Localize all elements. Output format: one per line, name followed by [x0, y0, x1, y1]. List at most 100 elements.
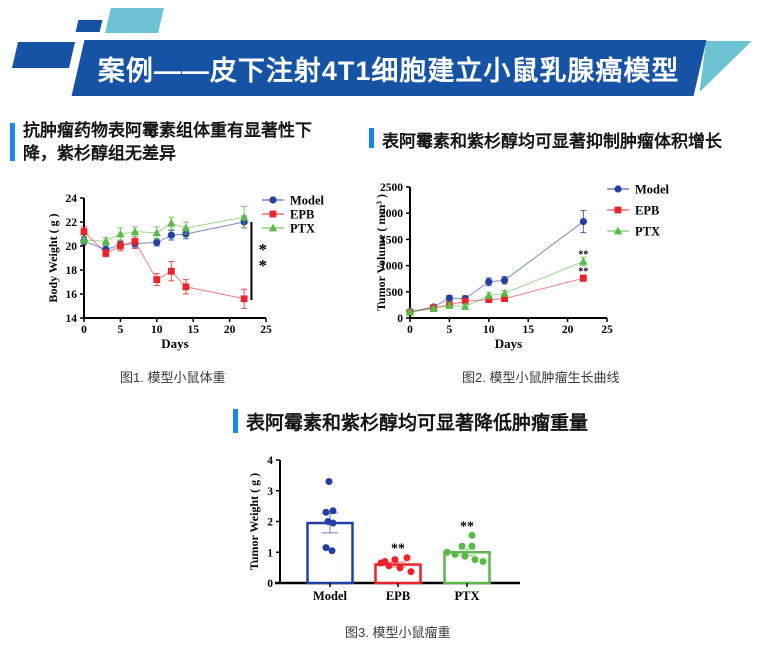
- tumor-volume-chart: 0 5 10 15 20 25 0 500 1000 1500 2000 2500 Days Tumor …: [374, 182, 670, 351]
- chart-mark: [269, 210, 277, 218]
- chart-text: PTX: [635, 225, 660, 239]
- chart-text: 2000: [380, 208, 403, 220]
- chart-text: 24: [66, 193, 78, 205]
- chart-mark: [429, 304, 438, 312]
- chart-text: Body Weight ( g ): [46, 213, 60, 302]
- chart-text: 20: [562, 324, 574, 336]
- chart-mark: [409, 221, 584, 313]
- chart-text: 1: [267, 547, 273, 559]
- section-title-body-weight: 抗肿瘤药物表阿霉素组体重有显著性下降，紫杉醇组无差异: [23, 121, 312, 163]
- chart-mark: [130, 227, 140, 235]
- chart-text: 25: [601, 324, 613, 336]
- chart-text: 0: [407, 324, 413, 336]
- chart-mark: [116, 229, 125, 238]
- chart-mark: [501, 295, 508, 303]
- chart-text: 14: [66, 313, 78, 325]
- chart-mark: [484, 291, 493, 299]
- chart-mark: [614, 185, 622, 193]
- chart-text: 5: [118, 324, 124, 336]
- figure3-caption: 图3. 模型小鼠瘤重: [345, 625, 451, 640]
- chart-text: **: [578, 267, 588, 278]
- chart-mark: [322, 508, 330, 516]
- chart-mark: [269, 196, 277, 204]
- accent-bar-bottom: [233, 409, 238, 433]
- chart-text: 0: [81, 324, 87, 336]
- chart-mark: [328, 547, 336, 555]
- chart-text: PTX: [455, 589, 480, 603]
- chart-text: 20: [66, 241, 78, 253]
- chart-text: *: [258, 240, 267, 259]
- chart-text: *: [258, 256, 267, 275]
- section-title-tumor-volume: 表阿霉素和紫杉醇均可显著抑制肿瘤体积增长: [382, 132, 722, 151]
- chart-mark: [391, 556, 399, 564]
- chart-mark: [613, 226, 623, 235]
- chart-text: Model: [313, 589, 348, 603]
- chart-text: Tumor Weight ( g ): [247, 473, 261, 570]
- chart-text: 1000: [380, 261, 403, 273]
- chart-text: 22: [66, 217, 78, 229]
- chart-mark: [117, 242, 124, 250]
- chart-text: Tumor Volume ( mm³ ): [374, 194, 388, 311]
- chart-text: 2: [267, 517, 273, 529]
- chart-mark: [405, 307, 415, 316]
- chart-text: 0: [397, 313, 403, 325]
- chart-mark: [167, 267, 175, 275]
- page-title: 案例——皮下注射4T1细胞建立小鼠乳腺癌模型: [98, 55, 680, 86]
- chart-mark: [325, 478, 333, 486]
- chart-mark: [268, 223, 278, 232]
- chart-mark: [239, 212, 249, 221]
- chart-mark: [460, 302, 470, 310]
- deco-parallelogram-teal-icon: [105, 8, 164, 33]
- chart-mark: [152, 228, 161, 237]
- chart-text: PTX: [290, 222, 315, 236]
- chart-text: EPB: [290, 208, 314, 222]
- chart-mark: [579, 274, 587, 282]
- chart-mark: [167, 218, 176, 227]
- chart-mark: [461, 552, 469, 560]
- chart-mark: [445, 301, 454, 309]
- chart-mark: [80, 228, 88, 235]
- chart-text: EPB: [386, 589, 410, 603]
- chart-text: 10: [151, 324, 163, 336]
- chart-mark: [131, 237, 139, 245]
- chart-text: 5: [447, 324, 453, 336]
- chart-mark: [468, 542, 476, 550]
- chart-text: Days: [495, 336, 522, 351]
- chart-text: 3: [267, 486, 273, 498]
- chart-mark: [385, 562, 393, 570]
- chart-text: 20: [224, 324, 236, 336]
- chart-mark: [407, 568, 415, 576]
- chart-mark: [458, 542, 466, 550]
- chart-mark: [614, 206, 622, 214]
- accent-bar-left: [10, 123, 15, 161]
- chart-mark: [153, 238, 161, 246]
- chart-text: 25: [260, 324, 272, 336]
- chart-mark: [485, 278, 493, 286]
- chart-mark: [443, 548, 451, 556]
- figure2-caption: 图2. 模型小鼠肿瘤生长曲线: [462, 370, 620, 385]
- chart-mark: [485, 296, 493, 304]
- chart-text: 500: [386, 287, 404, 299]
- chart-mark: [500, 288, 509, 297]
- chart-mark: [240, 295, 248, 303]
- chart-mark: [79, 235, 89, 244]
- chart-mark: [322, 544, 330, 552]
- chart-text: **: [391, 541, 405, 556]
- chart-text: Model: [290, 194, 325, 208]
- chart-text: Model: [635, 183, 670, 197]
- chart-mark: [153, 276, 161, 283]
- chart-mark: [471, 556, 479, 564]
- chart-text: **: [578, 250, 588, 261]
- chart-mark: [579, 257, 588, 265]
- chart-text: 18: [66, 265, 78, 277]
- chart-mark: [101, 236, 111, 245]
- chart-mark: [451, 550, 459, 558]
- chart-mark: [102, 249, 110, 257]
- chart-text: 16: [66, 289, 78, 301]
- chart-mark: [181, 223, 191, 232]
- chart-mark: [461, 297, 469, 305]
- chart-mark: [445, 294, 453, 302]
- body-weight-chart: 0 5 10 15 20 25 14 16 18 20 22 24 Days Body Weight ( …: [46, 193, 325, 351]
- chart-text: 4: [267, 455, 273, 467]
